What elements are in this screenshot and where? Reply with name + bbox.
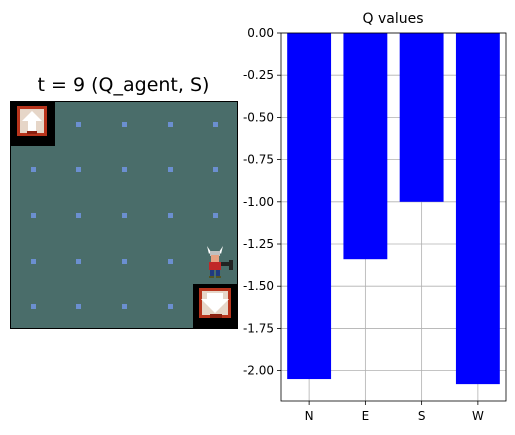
y-tick-label: -0.50: [243, 110, 274, 124]
grid-title: t = 9 (Q_agent, S): [37, 74, 210, 96]
floor-dot: [76, 167, 82, 173]
y-tick-label: -1.75: [243, 321, 274, 335]
x-tick-label: E: [362, 409, 370, 423]
gridworld-panel: [10, 101, 238, 329]
bars: [287, 33, 500, 385]
x-tick-label: W: [472, 409, 484, 423]
floor-dot: [76, 121, 82, 127]
floor-dot: [30, 167, 36, 173]
floor-dot: [122, 258, 127, 264]
floor-dot: [122, 213, 127, 218]
plot-frame: [280, 32, 507, 402]
floor-dot: [122, 167, 127, 173]
y-tick-label: -2.00: [243, 364, 274, 378]
ladder-down-icon: [193, 284, 237, 328]
ladder-up-icon: [11, 102, 55, 146]
floor-dot: [167, 304, 173, 310]
floor-dot: [76, 213, 82, 218]
y-tick-label: -1.00: [243, 195, 274, 209]
bar-n: [287, 33, 332, 380]
x-tick-label: S: [418, 409, 426, 423]
floor-dot: [167, 213, 173, 218]
axes: 0.00 -0.25 -0.50 -0.75 -1.00 -1.25 -1.50 -1.75 -…: [243, 26, 507, 423]
floor-dot: [122, 121, 127, 127]
floor-dot: [167, 167, 173, 173]
viking-agent-icon: [207, 246, 233, 278]
x-tick-label: N: [305, 409, 314, 423]
bar-e: [343, 33, 388, 260]
y-tick-label: -0.25: [243, 68, 274, 82]
floor-dot: [167, 121, 173, 127]
y-tick-label: -0.75: [243, 153, 274, 167]
floor-dot: [76, 304, 82, 310]
floor-dot: [30, 213, 36, 218]
floor-dot: [30, 258, 36, 264]
y-tick-label: -1.25: [243, 237, 274, 251]
floor-dot: [76, 258, 82, 264]
y-tick-label: -1.50: [243, 279, 274, 293]
bar-s: [399, 33, 444, 202]
chart-title: Q values: [362, 11, 423, 27]
bar-w: [455, 33, 500, 385]
floor-dot: [213, 213, 219, 218]
floor-dot: [167, 258, 173, 264]
floor-dot: [213, 121, 219, 127]
y-tick-label: 0.00: [247, 26, 274, 40]
floor-dot: [30, 304, 36, 310]
floor-dot: [213, 167, 219, 173]
floor-dot: [122, 304, 127, 310]
